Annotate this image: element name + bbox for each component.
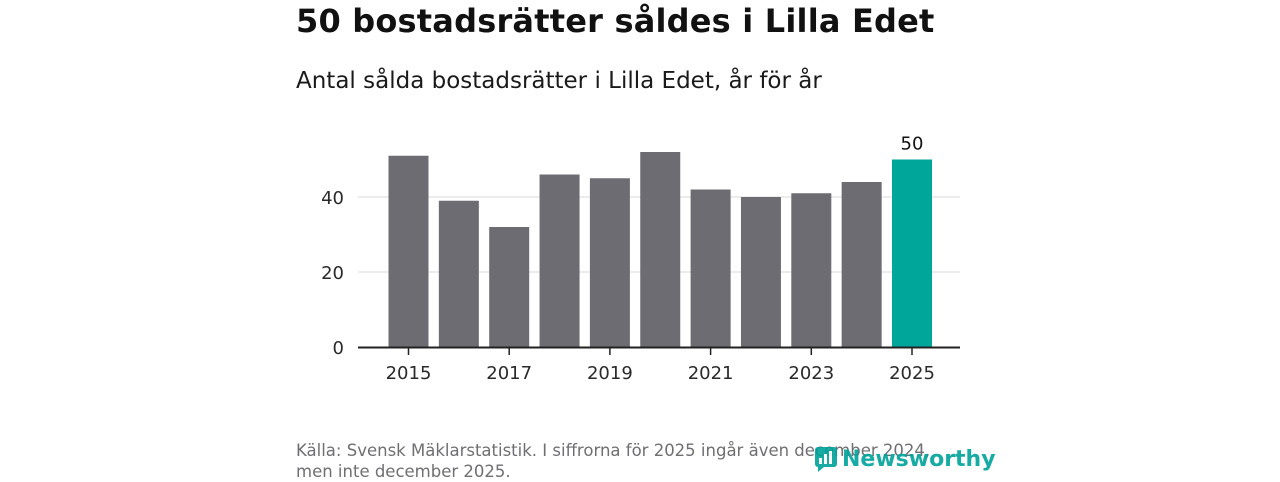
bar-2015 — [388, 155, 429, 347]
bar-2018 — [539, 174, 580, 347]
data-label-2025: 50 — [901, 134, 924, 155]
y-tick-label-0: 0 — [333, 338, 344, 359]
bar-chart-logo-icon — [815, 447, 837, 472]
bar-2020 — [640, 152, 681, 347]
bar-2021 — [690, 189, 731, 347]
y-tick-label-20: 20 — [321, 263, 344, 284]
newsworthy-logo: Newsworthy — [814, 446, 996, 472]
bar-2022 — [740, 197, 781, 347]
x-tick-label-2021: 2021 — [688, 363, 734, 384]
x-tick-label-2015: 2015 — [386, 363, 432, 384]
bar-2017 — [489, 227, 530, 347]
chart-subtitle: Antal sålda bostadsrätter i Lilla Edet, … — [296, 68, 822, 94]
chart-title: 50 bostadsrätter såldes i Lilla Edet — [296, 2, 935, 40]
bar-2016 — [438, 200, 479, 347]
y-tick-label-40: 40 — [321, 188, 344, 209]
brand-name: Newsworthy — [842, 446, 996, 472]
x-tick-label-2023: 2023 — [788, 363, 834, 384]
source-note: Källa: Svensk Mäklarstatistik. I siffror… — [296, 441, 931, 481]
bar-2023 — [791, 193, 832, 347]
x-tick-label-2019: 2019 — [587, 363, 633, 384]
bar-2024 — [841, 182, 882, 347]
x-tick-label-2025: 2025 — [889, 363, 935, 384]
bar-2025 — [892, 159, 932, 347]
bar-2019 — [589, 178, 630, 347]
x-tick-label-2017: 2017 — [486, 363, 532, 384]
